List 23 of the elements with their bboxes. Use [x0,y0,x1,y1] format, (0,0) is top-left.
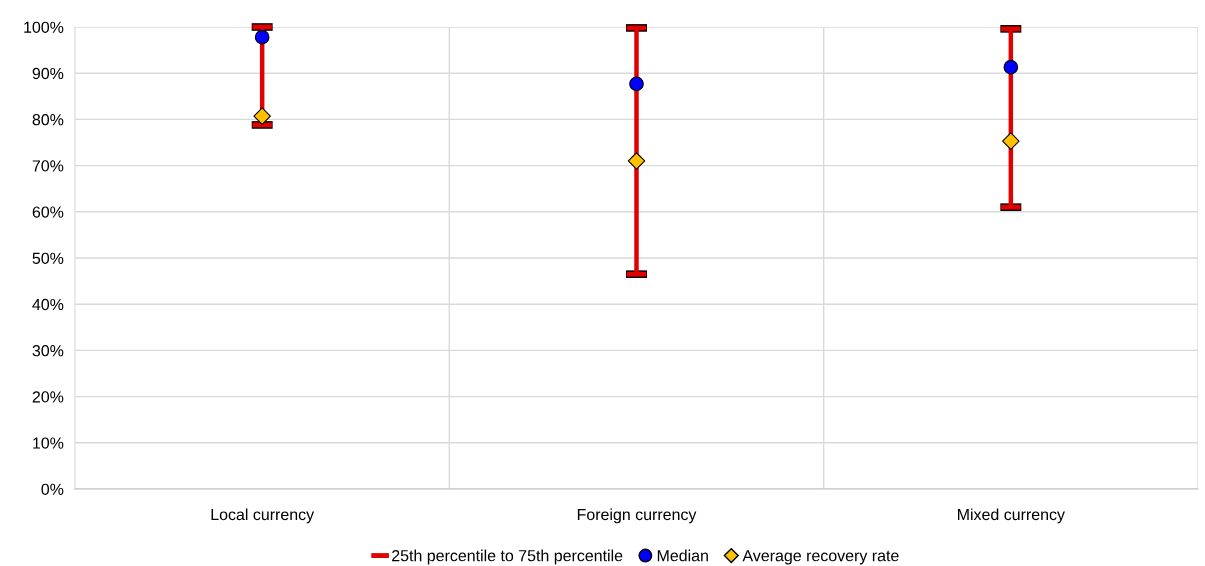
point [1002,132,1020,150]
point [1003,59,1019,75]
y-tick-label: 60% [32,206,64,218]
x-tick-label: Local currency [211,508,315,524]
y-tick-label: 70% [32,160,64,172]
point [629,76,644,92]
point [254,29,270,45]
x-tick-label: Foreign currency [577,508,697,524]
point [253,107,271,125]
legend-label: Median [657,549,708,562]
y-tick-label: 40% [32,298,64,311]
y-tick-label: 20% [32,391,64,403]
legend-label: 25th percentile to 75th percentile [392,549,623,565]
y-tick-label: 10% [33,437,64,449]
point [627,152,646,170]
y-tick-label: 30% [32,345,64,357]
y-tick-label: 100% [24,21,64,33]
y-tick-label: 50% [32,252,64,264]
x-tick-label: Mixed currency [958,508,1065,524]
y-tick-label: 0% [41,483,64,495]
y-tick-label: 90% [32,67,64,80]
y-tick-label: 80% [32,114,64,126]
legend-label: Average recovery rate [742,550,899,565]
